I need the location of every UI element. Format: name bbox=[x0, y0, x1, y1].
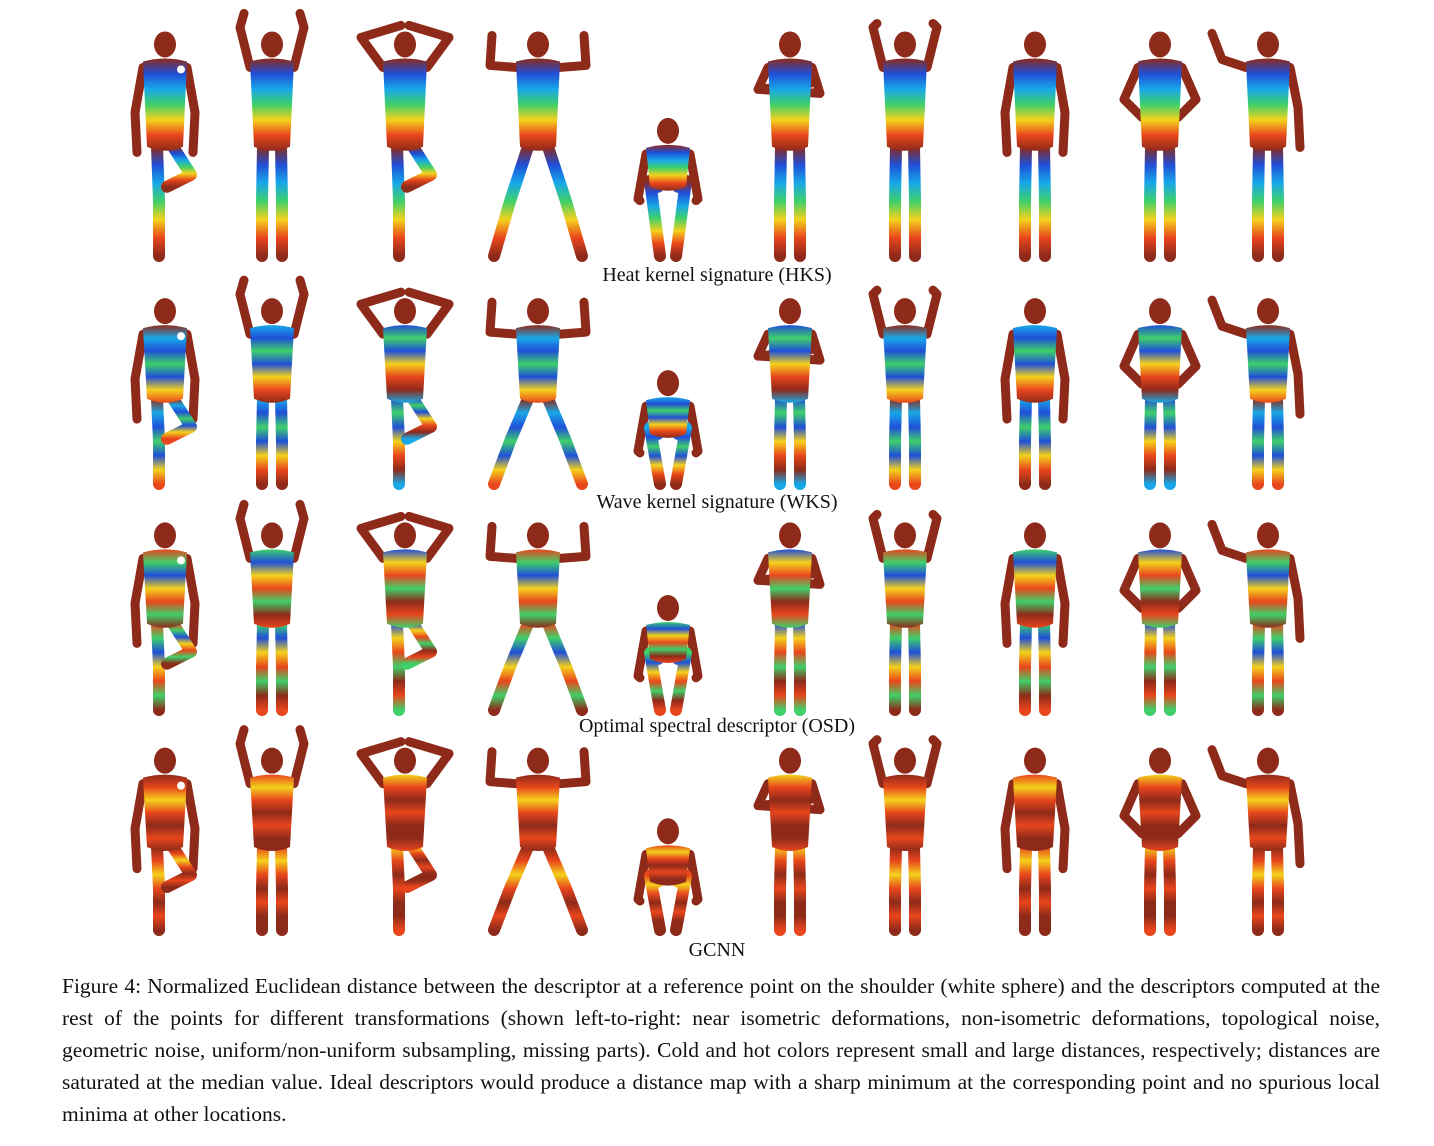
human-shape bbox=[485, 297, 591, 490]
reference-point bbox=[177, 556, 185, 565]
human-shape bbox=[868, 285, 942, 490]
human-shape bbox=[130, 298, 200, 490]
row-wks: Wave kernel signature (WKS) bbox=[0, 272, 1434, 517]
human-shape bbox=[356, 287, 454, 490]
human-shape bbox=[356, 20, 454, 262]
row-caption-gcnn: GCNN bbox=[688, 939, 746, 961]
human-shape bbox=[868, 509, 942, 716]
human-shape bbox=[130, 31, 200, 262]
row-caption-hks: Heat kernel signature (HKS) bbox=[602, 264, 832, 286]
human-shape bbox=[235, 275, 309, 490]
reference-point bbox=[177, 332, 185, 341]
gcnn-shape-strip bbox=[130, 725, 1305, 936]
human-shape bbox=[753, 31, 825, 262]
human-shape bbox=[1119, 522, 1201, 716]
human-shape bbox=[1207, 295, 1305, 490]
figure-4-panels: Heat kernel signature (HKS) Wave kernel … bbox=[0, 0, 1434, 961]
human-shape bbox=[868, 18, 942, 262]
row-gcnn: GCNN bbox=[0, 722, 1434, 966]
human-shape bbox=[1119, 747, 1201, 936]
human-shape bbox=[130, 522, 200, 716]
figure-caption: Figure 4: Normalized Euclidean distance … bbox=[62, 974, 1380, 1126]
hks-shape-strip bbox=[130, 8, 1305, 262]
human-shape bbox=[485, 747, 591, 936]
wks-shape-strip bbox=[130, 275, 1305, 490]
human-shape bbox=[753, 522, 825, 716]
human-shape bbox=[633, 370, 703, 490]
row-osd: Optimal spectral descriptor (OSD) bbox=[0, 496, 1434, 741]
human-shape bbox=[633, 117, 703, 262]
row-hks: Heat kernel signature (HKS) bbox=[0, 0, 1434, 290]
human-shape bbox=[235, 499, 309, 716]
human-shape bbox=[356, 737, 454, 936]
human-shape bbox=[1000, 522, 1070, 716]
human-shape bbox=[633, 818, 703, 936]
human-shape bbox=[235, 725, 309, 936]
reference-point bbox=[177, 65, 185, 74]
human-shape bbox=[356, 511, 454, 716]
human-shape bbox=[753, 747, 825, 936]
human-shape bbox=[1207, 28, 1305, 262]
human-shape bbox=[130, 747, 200, 936]
human-shape bbox=[1000, 747, 1070, 936]
human-shape bbox=[1119, 31, 1201, 262]
row-caption-osd: Optimal spectral descriptor (OSD) bbox=[578, 715, 856, 737]
human-shape bbox=[485, 30, 591, 262]
human-shape bbox=[1000, 298, 1070, 490]
human-shape bbox=[633, 595, 703, 716]
human-shape bbox=[1119, 298, 1201, 490]
row-caption-wks: Wave kernel signature (WKS) bbox=[596, 491, 838, 513]
reference-point bbox=[177, 781, 185, 790]
osd-shape-strip bbox=[130, 499, 1305, 716]
human-shape bbox=[868, 735, 942, 936]
human-shape bbox=[485, 521, 591, 716]
human-shape bbox=[1207, 745, 1305, 936]
human-shape bbox=[1207, 519, 1305, 716]
human-shape bbox=[1000, 31, 1070, 262]
human-shape bbox=[753, 298, 825, 490]
human-shape bbox=[235, 8, 309, 262]
